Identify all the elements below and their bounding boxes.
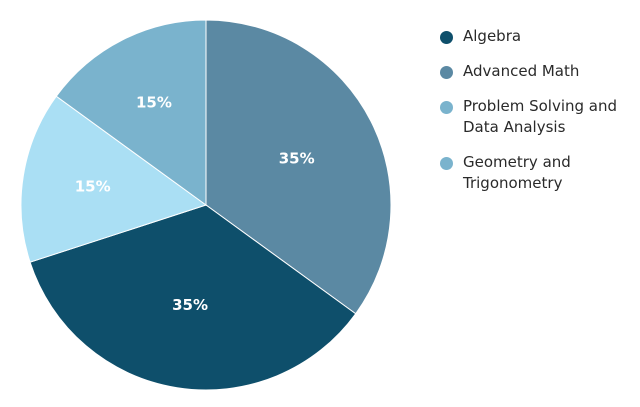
slice-percent-label: 15%: [136, 93, 172, 111]
pie-slice-algebra: [29, 204, 357, 391]
legend-item-advanced-math: Advanced Math: [440, 61, 640, 82]
pie-chart: 35% 35% 15% 15%: [20, 19, 392, 391]
legend-dot-icon: [440, 31, 453, 44]
legend-label: Advanced Math: [463, 62, 580, 80]
legend-dot-icon: [440, 101, 453, 114]
slice-percent-label: 35%: [279, 149, 315, 167]
legend: Algebra Advanced Math Problem Solving an…: [440, 26, 640, 208]
slice-percent-label: 15%: [75, 178, 111, 196]
legend-dot-icon: [440, 66, 453, 79]
pie-slice-advanced-math: [205, 19, 392, 315]
slice-percent-label: 35%: [172, 296, 208, 314]
pie-slice-problem-solving-and-data-analysis: [20, 95, 208, 263]
legend-item-algebra: Algebra: [440, 26, 640, 47]
legend-label: Geometry and Trigonometry: [463, 153, 571, 192]
legend-item-problem-solving: Problem Solving and Data Analysis: [440, 96, 640, 138]
legend-dot-icon: [440, 157, 453, 170]
legend-label: Algebra: [463, 27, 522, 45]
legend-item-geometry: Geometry and Trigonometry: [440, 152, 640, 194]
pie-slice-geometry-and-trigonometry: [55, 19, 207, 206]
legend-label: Problem Solving and Data Analysis: [463, 97, 618, 136]
